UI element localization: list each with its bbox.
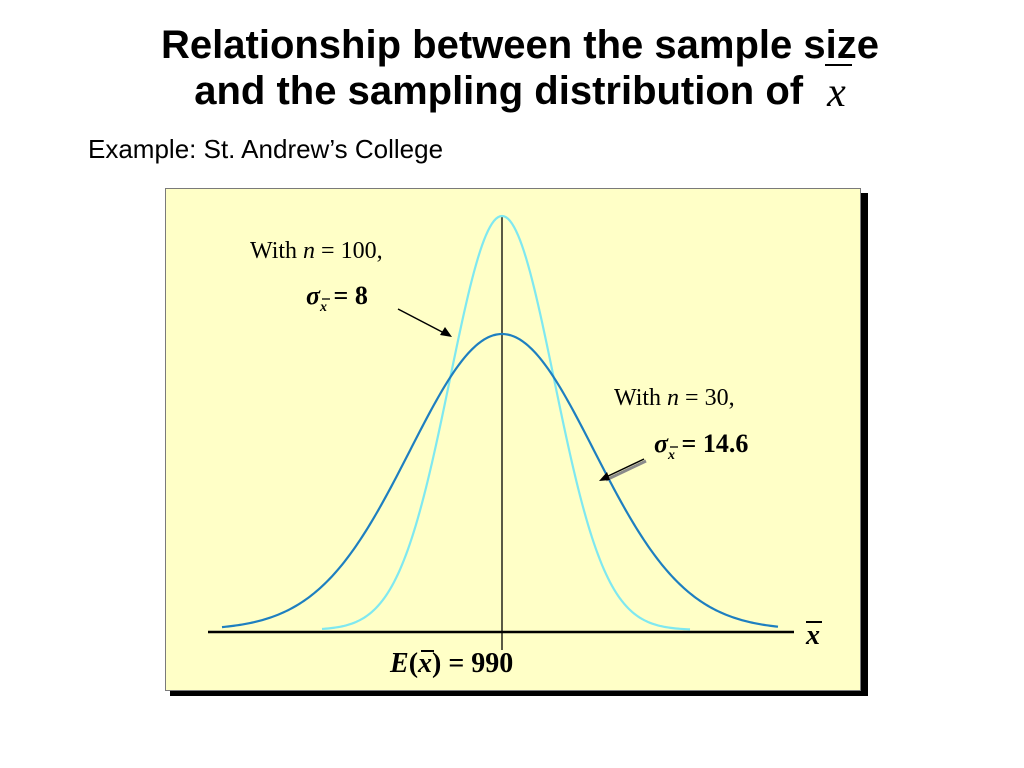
label-n30: With n = 30, xyxy=(614,385,735,411)
arrow-n30-shadow xyxy=(605,459,647,482)
curve-n30 xyxy=(221,332,779,629)
sigma-n100: σx = 8 xyxy=(306,281,368,315)
slide-title: Relationship between the sample size and… xyxy=(60,22,980,116)
x-bar-letter: x xyxy=(827,70,846,116)
arrow-n30-head xyxy=(599,472,610,481)
curve-n100 xyxy=(321,214,691,631)
x-bar-symbol: x xyxy=(825,64,852,116)
sigma-n30: σx = 14.6 xyxy=(654,429,748,463)
axis-label-xbar: x xyxy=(805,620,820,651)
title-line-1: Relationship between the sample size xyxy=(161,23,879,67)
title-line-2: and the sampling distribution of x xyxy=(60,64,980,116)
diagram-panel xyxy=(165,188,861,691)
arrow-n100 xyxy=(397,308,447,335)
arrow-n100-head xyxy=(440,327,452,337)
arrow-n30 xyxy=(603,458,645,479)
label-n100: With n = 100, xyxy=(250,238,383,264)
mean-label: E(x) = 990 xyxy=(389,648,513,679)
title-line-2-text: and the sampling distribution of xyxy=(194,69,804,113)
example-subtitle: Example: St. Andrew’s College xyxy=(88,134,444,164)
